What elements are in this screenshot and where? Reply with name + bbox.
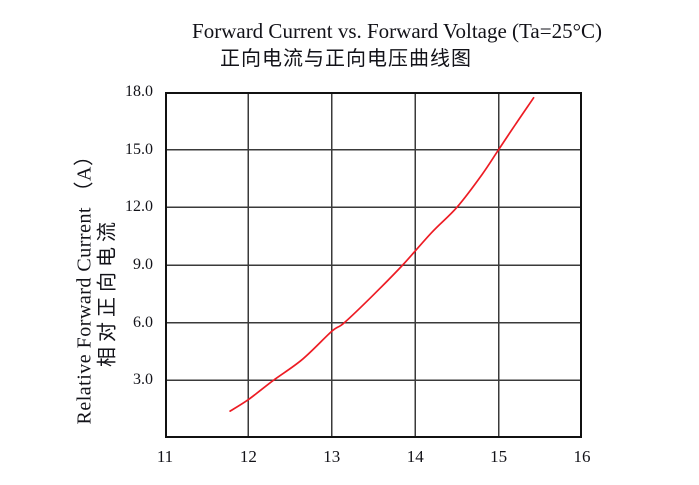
chart-subtitle-chinese: 正向电流与正向电压曲线图 [220,48,472,70]
x-tick-label: 13 [323,447,341,466]
x-tick-label: 14 [406,447,424,466]
y-tick-label: 9.0 [133,256,153,273]
x-tick-label: 11 [156,447,174,466]
y-tick-label: 15.0 [125,140,153,158]
x-tick-label: 16 [573,447,591,466]
y-axis-label-chinese: 相对正向电流 [96,217,119,367]
y-tick-label: 18.0 [125,83,153,100]
forward-current-curve [229,96,535,412]
plot-area [165,92,582,438]
y-tick-label: 6.0 [133,313,153,331]
y-tick-label: 3.0 [133,371,153,389]
x-tick-label: 15 [490,447,508,466]
chart-title: Forward Current vs. Forward Voltage (Ta=… [192,19,602,43]
plot-border [165,92,582,438]
x-tick-label: 12 [239,447,257,466]
y-tick-label: 12.0 [125,198,153,216]
